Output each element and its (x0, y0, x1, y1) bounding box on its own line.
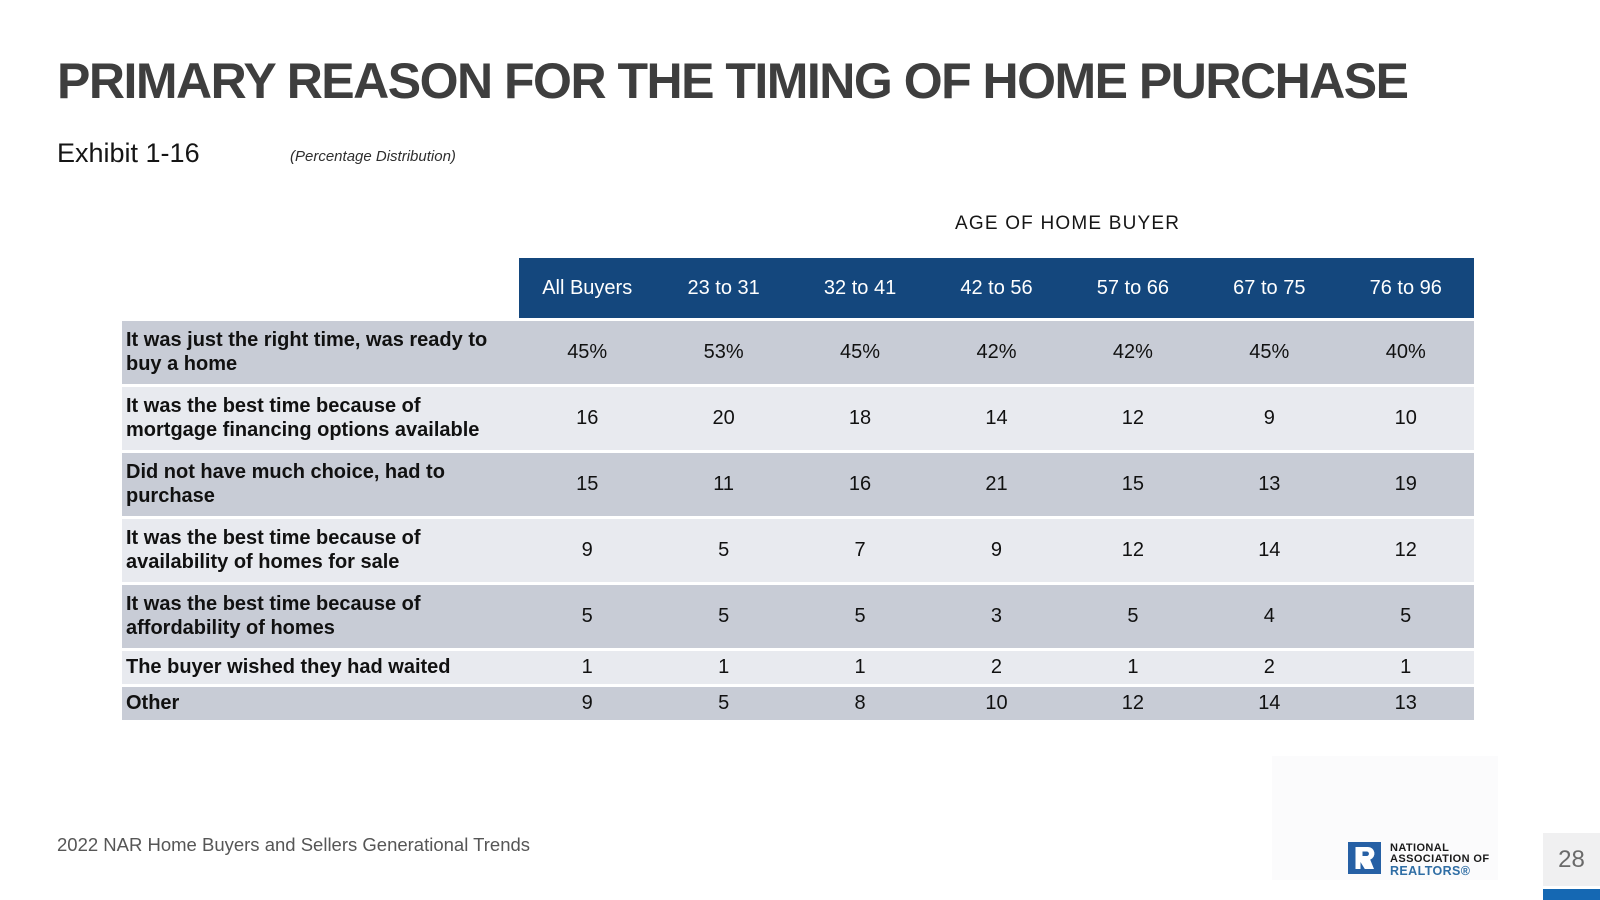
table-cell: 42% (1112, 341, 1153, 363)
table-cell: 9 (581, 539, 593, 561)
table-cell: 4 (1263, 605, 1275, 627)
table-cell: 45% (1249, 341, 1290, 363)
table-cell: 5 (1400, 605, 1412, 627)
table-cell: 12 (1121, 539, 1145, 561)
table-cell: 14 (985, 407, 1008, 429)
nar-logo: NATIONAL ASSOCIATION OF REALTORS® (1348, 842, 1490, 879)
column-header-42-56: 42 to 56 (960, 276, 1033, 299)
table-cell: 16 (576, 407, 599, 429)
table-cell: 21 (985, 473, 1008, 495)
row-label: The buyer wished they had waited (126, 655, 451, 678)
table-cell: 14 (1258, 539, 1281, 561)
data-table: All Buyers 23 to 31 32 to 41 42 to 56 57… (122, 258, 1474, 720)
table-row: It was the best time because of availabi… (122, 519, 1474, 582)
table-cell: 9 (1263, 407, 1275, 429)
nar-logo-line1: NATIONAL (1390, 841, 1450, 854)
table-cell: 8 (854, 692, 866, 714)
table-cell: 1 (1127, 656, 1139, 678)
table-cell: 9 (990, 539, 1003, 561)
column-header-23-31: 23 to 31 (687, 276, 760, 299)
table-row: Other 9 5 8 10 12 14 13 (122, 687, 1474, 720)
table-cell: 10 (1394, 407, 1417, 429)
table-cell: 15 (1121, 473, 1145, 495)
table-cell: 45% (567, 341, 608, 363)
column-header-67-75: 67 to 75 (1233, 276, 1306, 299)
row-label: It was the best time because of mortgage… (126, 394, 480, 441)
table-cell: 19 (1394, 473, 1417, 495)
table-cell: 7 (854, 539, 866, 561)
table-cell: 14 (1258, 692, 1281, 714)
table-cell: 5 (718, 605, 730, 627)
nar-logo-text: NATIONAL ASSOCIATION OF REALTORS® (1390, 841, 1490, 879)
table-cell: 12 (1394, 539, 1417, 561)
table-cell: 42% (976, 341, 1017, 363)
row-label: It was the best time because of affordab… (126, 592, 421, 639)
table-header-row: All Buyers 23 to 31 32 to 41 42 to 56 57… (519, 258, 1474, 318)
row-label: Did not have much choice, had to purchas… (126, 460, 445, 507)
table-cell: 12 (1121, 692, 1145, 714)
table-cell: 5 (718, 539, 730, 561)
bottom-accent-bar (1543, 889, 1600, 900)
table-cell: 10 (985, 692, 1008, 714)
column-header-76-96: 76 to 96 (1369, 276, 1442, 299)
column-header-all-buyers: All Buyers (542, 276, 633, 299)
table-cell: 12 (1121, 407, 1145, 429)
table-row: The buyer wished they had waited 1 1 1 2… (122, 651, 1474, 684)
column-header-57-66: 57 to 66 (1096, 276, 1170, 299)
table-cell: 45% (840, 341, 881, 363)
table-row: It was the best time because of mortgage… (122, 387, 1474, 450)
table-group-header: AGE OF HOME BUYER (955, 213, 1181, 234)
table-cell: 13 (1394, 692, 1417, 714)
table-cell: 53% (703, 341, 744, 363)
row-label: Other (126, 691, 180, 714)
table-cell: 5 (718, 692, 730, 714)
table-cell: 16 (848, 473, 872, 495)
table-cell: 2 (990, 656, 1003, 678)
nar-logo-line3: REALTORS® (1390, 864, 1471, 879)
table-cell: 20 (712, 407, 735, 429)
column-header-32-41: 32 to 41 (823, 276, 897, 299)
nar-logo-monogram-icon (1348, 842, 1381, 879)
table-cell: 18 (848, 407, 872, 429)
table-cell: 40% (1385, 341, 1426, 363)
table-cell: 11 (713, 473, 735, 495)
table-cell: 1 (718, 656, 730, 678)
page-number: 28 (1558, 845, 1585, 873)
table-cell: 15 (576, 473, 599, 495)
nar-logo-line2: ASSOCIATION OF (1390, 853, 1490, 866)
table-cell: 9 (581, 692, 593, 714)
table-cell: 1 (854, 656, 866, 678)
table-cell: 2 (1263, 656, 1275, 678)
row-label: It was just the right time, was ready to… (126, 328, 488, 375)
table-row: It was just the right time, was ready to… (122, 321, 1474, 384)
slide-title: PRIMARY REASON FOR THE TIMING OF HOME PU… (57, 53, 1409, 109)
table-row: It was the best time because of affordab… (122, 585, 1474, 648)
table-row: Did not have much choice, had to purchas… (122, 453, 1474, 516)
table-cell: 3 (990, 605, 1003, 627)
table-cell: 5 (854, 605, 866, 627)
table-cell: 13 (1258, 473, 1281, 495)
page-number-box: 28 (1543, 833, 1600, 886)
table-cell: 1 (581, 656, 593, 678)
table-cell: 1 (1400, 656, 1412, 678)
table-cell: 5 (581, 605, 593, 627)
row-label: It was the best time because of availabi… (126, 526, 421, 573)
table-cell: 5 (1127, 605, 1139, 627)
exhibit-label: Exhibit 1-16 (57, 138, 200, 168)
footer-source: 2022 NAR Home Buyers and Sellers Generat… (57, 834, 531, 855)
logo-panel (1272, 756, 1498, 880)
subtitle-percentage-distribution: (Percentage Distribution) (290, 148, 456, 165)
